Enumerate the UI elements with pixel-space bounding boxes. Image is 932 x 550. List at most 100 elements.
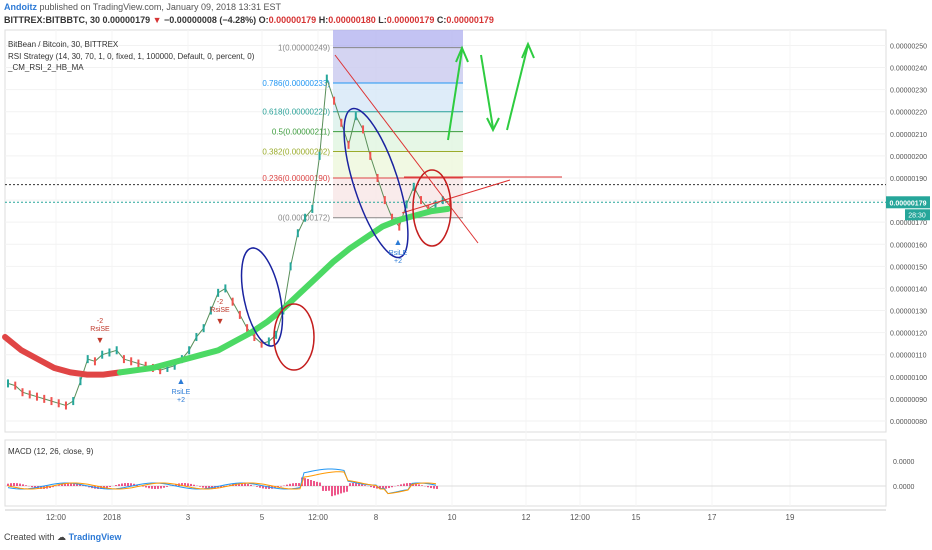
y-tick-label: 0.00000100 bbox=[890, 375, 927, 382]
y-tick-label: 0.00000120 bbox=[890, 331, 927, 338]
high-label: H: bbox=[318, 15, 329, 25]
y-tick-label: 0.00000220 bbox=[890, 110, 927, 117]
countdown-label: 28:30 bbox=[908, 212, 926, 219]
fib-level-label: 1(0.00000249) bbox=[278, 44, 330, 53]
macd-title: MACD (12, 26, close, 9) bbox=[8, 447, 94, 456]
fib-zone bbox=[333, 47, 463, 84]
close-value: 0.00000179 bbox=[446, 15, 494, 25]
projection-arrow bbox=[506, 44, 529, 131]
created-with-text: Created with bbox=[4, 532, 55, 542]
signal-qty: -2 bbox=[217, 299, 223, 306]
signal-qty: +2 bbox=[394, 258, 402, 265]
y-tick-label: 0.00000130 bbox=[890, 309, 927, 316]
fib-level-label: 0.786(0.00000233) bbox=[262, 79, 330, 88]
macd-y-tick: 0.0000 bbox=[893, 459, 915, 466]
red-ellipse bbox=[412, 169, 452, 247]
blue-ellipse bbox=[343, 107, 409, 259]
fib-top-zone bbox=[333, 30, 463, 48]
current-price-label: 0.00000179 bbox=[890, 200, 927, 207]
fib-level-label: 0.5(0.00000211) bbox=[272, 128, 330, 137]
red-ellipse bbox=[273, 303, 315, 371]
publish-text: published on TradingView.com, January 09… bbox=[39, 2, 282, 12]
y-tick-label: 0.00000090 bbox=[890, 397, 927, 404]
arrow-head bbox=[521, 41, 535, 59]
signal-qty: +2 bbox=[177, 397, 185, 404]
x-tick-label: 12:00 bbox=[570, 513, 591, 522]
x-tick-label: 15 bbox=[632, 513, 641, 522]
y-tick-label: 0.00000080 bbox=[890, 419, 927, 426]
price-change: −0.00000008 (−4.28%) bbox=[164, 15, 257, 25]
fib-zone bbox=[333, 111, 463, 132]
fib-zone bbox=[333, 131, 463, 152]
fib-level-label: 0.236(0.00000190) bbox=[262, 174, 330, 183]
countdown-tag bbox=[905, 209, 930, 221]
trend-line bbox=[401, 179, 511, 214]
buy-arrow-icon: ▲ bbox=[394, 237, 403, 247]
y-tick-label: 0.00000250 bbox=[890, 43, 927, 50]
close-label: C: bbox=[436, 15, 447, 25]
signal-label: RsiLE bbox=[172, 389, 191, 396]
author-link[interactable]: Andoitz bbox=[4, 2, 37, 12]
y-tick-label: 0.00000190 bbox=[890, 176, 927, 183]
x-tick-label: 10 bbox=[448, 513, 457, 522]
fib-zone bbox=[333, 83, 463, 112]
low-value: 0.00000179 bbox=[386, 15, 435, 25]
macd-y-tick: 0.0000 bbox=[893, 484, 915, 491]
projection-arrow bbox=[447, 49, 463, 141]
arrow-head bbox=[486, 117, 500, 133]
blue-ellipse bbox=[240, 247, 284, 347]
current-price-tag bbox=[886, 196, 930, 209]
x-tick-label: 12:00 bbox=[46, 513, 67, 522]
legend-entry: _CM_RSI_2_HB_MA bbox=[7, 63, 84, 72]
signal-line bbox=[7, 471, 437, 495]
signal-label: RsiSE bbox=[210, 307, 230, 314]
signal-qty: -2 bbox=[97, 318, 103, 325]
y-tick-label: 0.00000200 bbox=[890, 154, 927, 161]
chart-title: BitBean / Bitcoin, 30, BITTREX bbox=[8, 40, 119, 49]
publish-line: Andoitz published on TradingView.com, Ja… bbox=[4, 2, 281, 12]
fib-level-label: 0.382(0.00000202) bbox=[262, 147, 330, 156]
y-tick-label: 0.00000140 bbox=[890, 286, 927, 293]
open-value: 0.00000179 bbox=[268, 15, 317, 25]
low-label: L: bbox=[378, 15, 387, 25]
signal-label: RsiSE bbox=[90, 326, 110, 333]
y-tick-label: 0.00000210 bbox=[890, 132, 927, 139]
macd-pane bbox=[4, 439, 887, 507]
high-value: 0.00000180 bbox=[328, 15, 376, 25]
y-tick-label: 0.00000160 bbox=[890, 242, 927, 249]
symbol-label: BITTREX:BITBBTC, 30 bbox=[4, 15, 101, 25]
x-tick-label: 17 bbox=[708, 513, 717, 522]
sell-arrow-icon: ▼ bbox=[96, 335, 105, 345]
footer: Created with ☁ TradingView bbox=[4, 532, 121, 543]
y-tick-label: 0.00000230 bbox=[890, 88, 927, 95]
tradingview-brand[interactable]: TradingView bbox=[68, 532, 122, 542]
last-price: 0.00000179 bbox=[102, 15, 151, 25]
x-tick-label: 3 bbox=[186, 513, 191, 522]
tradingview-logo-icon: ☁ bbox=[57, 532, 67, 542]
x-tick-label: 12 bbox=[522, 513, 531, 522]
legend-entry: RSI Strategy (14, 30, 70, 1, 0, fixed, 1… bbox=[8, 52, 255, 61]
y-tick-label: 0.00000150 bbox=[890, 264, 927, 271]
fib-zone bbox=[333, 151, 463, 178]
open-label: O: bbox=[258, 15, 269, 25]
x-tick-label: 5 bbox=[260, 513, 265, 522]
ohlc-line: BITTREX:BITBBTC, 30 0.00000179 ▼ −0.0000… bbox=[4, 15, 494, 25]
sell-arrow-icon: ▼ bbox=[216, 316, 225, 326]
y-tick-label: 0.00000240 bbox=[890, 66, 927, 73]
down-arrow-icon: ▼ bbox=[152, 15, 162, 25]
trend-line bbox=[334, 54, 479, 244]
buy-arrow-icon: ▲ bbox=[177, 376, 186, 386]
x-tick-label: 19 bbox=[786, 513, 795, 522]
x-tick-label: 8 bbox=[374, 513, 379, 522]
y-tick-label: 0.00000110 bbox=[890, 353, 927, 360]
signal-label: RsiLE bbox=[389, 250, 408, 257]
price-line bbox=[7, 78, 451, 407]
projection-arrow bbox=[480, 54, 494, 129]
ma-line-red bbox=[2, 334, 123, 378]
x-tick-label: 12:00 bbox=[308, 513, 329, 522]
fib-level-label: 0.618(0.00000220) bbox=[262, 108, 330, 117]
macd-line bbox=[7, 468, 437, 495]
y-tick-label: 0.00000170 bbox=[890, 220, 927, 227]
x-tick-label: 2018 bbox=[103, 513, 121, 522]
